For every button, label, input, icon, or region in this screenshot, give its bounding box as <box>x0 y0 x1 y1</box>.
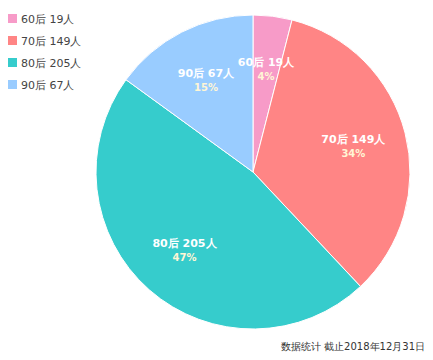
slice-percent: 47% <box>173 252 197 263</box>
legend-item: 90后 67人 <box>8 79 75 92</box>
legend-item: 70后 149人 <box>8 35 82 48</box>
legend-item: 80后 205人 <box>8 57 82 70</box>
legend-label: 80后 205人 <box>21 57 82 70</box>
slice-label: 80后 205人 <box>152 237 217 250</box>
legend-label: 60后 19人 <box>21 13 75 26</box>
slice-label: 60后 19人 <box>238 56 295 69</box>
chart: 60后 19人 4% 70后 149人 34% 80后 205人 47% 90后 67人 15… <box>0 0 433 360</box>
note: 数据统计 截止2018年12月31日 <box>281 341 425 352</box>
slice-label: 70后 149人 <box>321 133 386 146</box>
legend-item: 60后 19人 <box>8 13 75 26</box>
slice-percent: 34% <box>341 148 365 159</box>
slice-percent: 4% <box>257 71 274 82</box>
legend-label: 90后 67人 <box>21 79 75 92</box>
legend-swatch <box>8 80 17 89</box>
legend-swatch <box>8 58 17 67</box>
pie <box>96 15 410 329</box>
slice-label: 90后 67人 <box>178 67 235 80</box>
legend-swatch <box>8 36 17 45</box>
slice-percent: 15% <box>194 82 218 93</box>
pie-slice <box>126 15 253 172</box>
legend-swatch <box>8 14 17 23</box>
legend: 60后 19人 70后 149人 80后 205人 90后 67人 <box>8 13 82 92</box>
legend-label: 70后 149人 <box>21 35 82 48</box>
data-labels: 60后 19人 4% 70后 149人 34% 80后 205人 47% 90后 67人 15… <box>152 56 386 263</box>
